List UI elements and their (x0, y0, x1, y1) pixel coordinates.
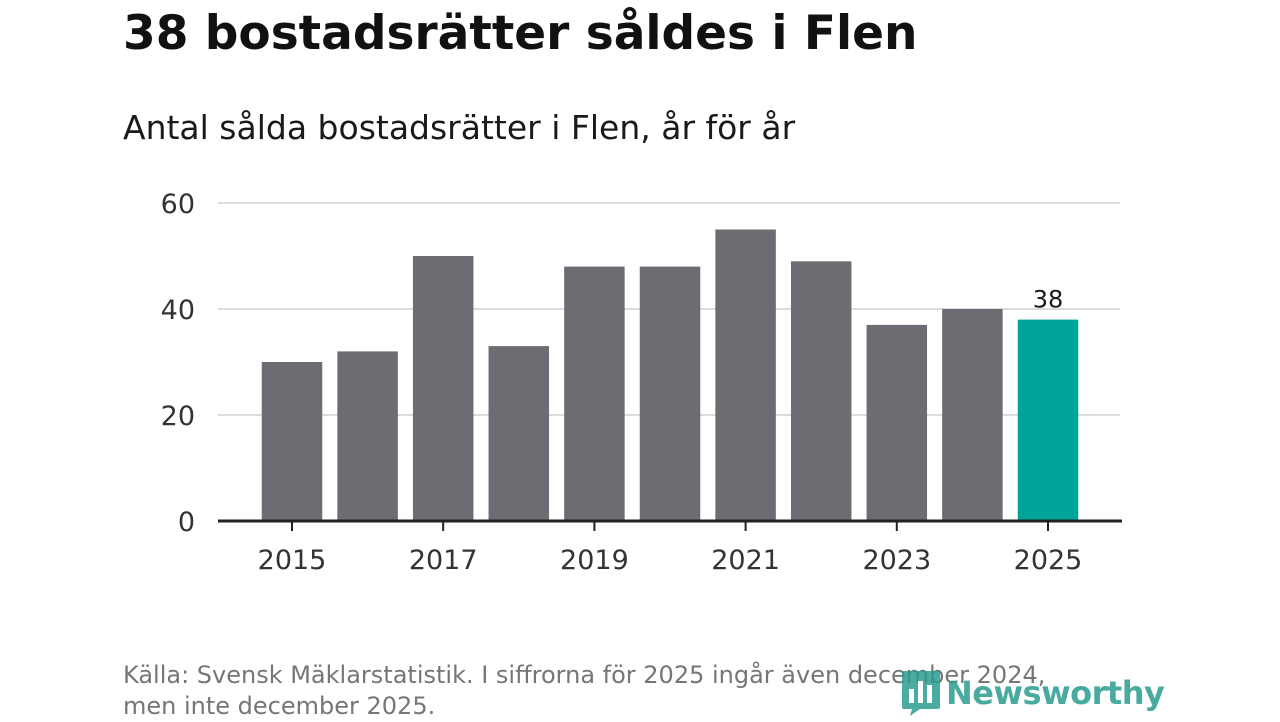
source-line-1: Källa: Svensk Mäklarstatistik. I siffror… (123, 661, 1046, 689)
x-tick-label: 2023 (862, 545, 931, 576)
source-note: Källa: Svensk Mäklarstatistik. I siffror… (123, 660, 1123, 722)
y-tick-label: 0 (178, 507, 195, 538)
y-tick-label: 60 (161, 189, 195, 220)
bar-2025 (1017, 319, 1079, 521)
x-tick-label: 2015 (258, 545, 327, 576)
bar-2023 (866, 324, 928, 521)
newsworthy-logo: Newsworthy (900, 668, 1165, 718)
data-labels: 38 (1033, 286, 1064, 314)
bar-2019 (564, 266, 625, 521)
y-tick-label: 20 (161, 401, 195, 432)
bar-2017 (412, 256, 474, 521)
x-tick-label: 2021 (711, 545, 780, 576)
bar-2024 (942, 309, 1003, 521)
bar-2018 (488, 346, 550, 521)
x-tick-label: 2025 (1014, 545, 1083, 576)
x-axis-ticks: 2015 2017 2019 2021 2023 2025 (258, 521, 1083, 576)
newsworthy-logo-text: Newsworthy (946, 674, 1165, 712)
y-axis-ticks: 0 20 40 60 (161, 189, 195, 538)
data-label-2025: 38 (1033, 286, 1064, 314)
bars (261, 229, 1079, 521)
bar-2016 (337, 351, 398, 521)
x-tick-label: 2017 (409, 545, 478, 576)
source-line-2: men inte december 2025. (123, 692, 436, 720)
newsworthy-logo-icon (902, 671, 940, 716)
bar-2021 (715, 229, 776, 521)
bar-2022 (790, 261, 852, 521)
y-tick-label: 40 (161, 295, 195, 326)
bar-2020 (639, 266, 701, 521)
chart-title: 38 bostadsrätter såldes i Flen (123, 6, 918, 61)
chart-subtitle: Antal sålda bostadsrätter i Flen, år för… (123, 108, 796, 147)
bar-2015 (261, 362, 323, 521)
x-tick-label: 2019 (560, 545, 629, 576)
